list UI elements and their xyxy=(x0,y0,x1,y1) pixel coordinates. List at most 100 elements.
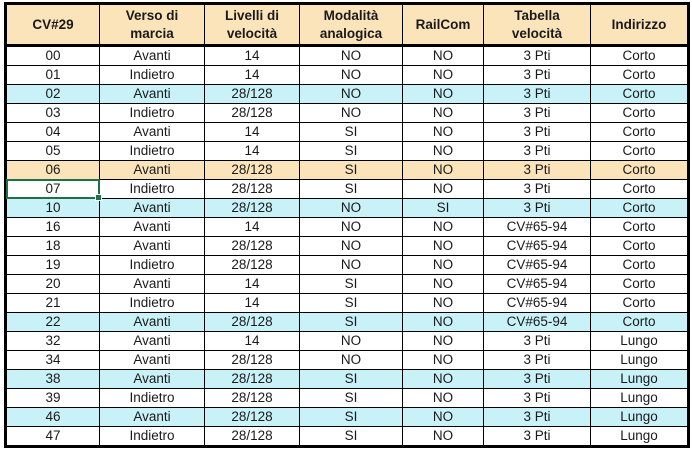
table-cell[interactable]: NO xyxy=(299,331,403,351)
table-cell[interactable]: 3 Pti xyxy=(483,426,591,447)
table-cell[interactable]: NO xyxy=(299,236,403,256)
table-cell[interactable]: CV#65-94 xyxy=(483,312,591,332)
table-cell[interactable]: Corto xyxy=(590,198,689,218)
table-cell[interactable]: 14 xyxy=(204,274,300,294)
table-cell[interactable]: NO xyxy=(299,103,403,123)
table-cell[interactable]: 3 Pti xyxy=(483,407,591,427)
table-cell[interactable]: 28/128 xyxy=(204,426,300,447)
table-cell[interactable]: Avanti xyxy=(99,217,205,237)
table-cell[interactable]: Corto xyxy=(590,274,689,294)
table-cell[interactable]: 28/128 xyxy=(204,103,300,123)
table-cell[interactable]: 46 xyxy=(5,407,100,427)
table-cell[interactable]: NO xyxy=(402,160,484,180)
table-cell[interactable]: 3 Pti xyxy=(483,103,591,123)
table-cell[interactable]: Indietro xyxy=(99,103,205,123)
table-cell[interactable]: SI xyxy=(299,141,403,161)
table-cell[interactable]: 28/128 xyxy=(204,160,300,180)
table-cell[interactable]: SI xyxy=(299,293,403,313)
table-cell[interactable]: 28/128 xyxy=(204,350,300,370)
table-cell[interactable]: 14 xyxy=(204,141,300,161)
table-cell[interactable]: SI xyxy=(299,122,403,142)
table-cell[interactable]: Indietro xyxy=(99,141,205,161)
table-cell[interactable]: Avanti xyxy=(99,331,205,351)
table-cell[interactable]: NO xyxy=(299,65,403,85)
table-cell[interactable]: Corto xyxy=(590,236,689,256)
table-cell[interactable]: 3 Pti xyxy=(483,84,591,104)
table-cell[interactable]: NO xyxy=(402,369,484,389)
table-cell[interactable]: Corto xyxy=(590,293,689,313)
table-cell[interactable]: NO xyxy=(299,45,403,66)
table-cell[interactable]: 01 xyxy=(5,65,100,85)
table-cell[interactable]: 3 Pti xyxy=(483,122,591,142)
table-cell[interactable]: Indietro xyxy=(99,293,205,313)
table-cell[interactable]: 28/128 xyxy=(204,388,300,408)
table-cell[interactable]: NO xyxy=(299,198,403,218)
table-cell[interactable]: 28/128 xyxy=(204,255,300,275)
table-cell[interactable]: Corto xyxy=(590,217,689,237)
table-cell[interactable]: SI xyxy=(299,312,403,332)
table-cell[interactable]: 14 xyxy=(204,65,300,85)
table-cell[interactable]: NO xyxy=(402,426,484,447)
table-cell[interactable]: NO xyxy=(402,122,484,142)
table-cell[interactable]: NO xyxy=(402,274,484,294)
table-cell[interactable]: 28/128 xyxy=(204,407,300,427)
table-cell[interactable]: 32 xyxy=(5,331,100,351)
table-cell[interactable]: 20 xyxy=(5,274,100,294)
table-cell[interactable]: Indietro xyxy=(99,255,205,275)
table-cell[interactable]: 28/128 xyxy=(204,369,300,389)
table-cell[interactable]: 02 xyxy=(5,84,100,104)
table-cell[interactable]: Corto xyxy=(590,312,689,332)
table-cell[interactable]: 14 xyxy=(204,45,300,66)
table-cell[interactable]: SI xyxy=(299,274,403,294)
header-cell[interactable]: Tabella velocità xyxy=(483,3,591,47)
table-cell[interactable]: Avanti xyxy=(99,369,205,389)
table-cell[interactable]: 14 xyxy=(204,293,300,313)
table-cell[interactable]: Lungo xyxy=(590,407,689,427)
table-cell[interactable]: 05 xyxy=(5,141,100,161)
header-cell[interactable]: Indirizzo xyxy=(590,3,689,47)
table-cell[interactable]: SI xyxy=(299,407,403,427)
header-cell[interactable]: RailCom xyxy=(402,3,484,47)
table-cell[interactable]: NO xyxy=(402,141,484,161)
table-cell[interactable]: Indietro xyxy=(99,65,205,85)
table-cell[interactable]: NO xyxy=(402,236,484,256)
table-cell[interactable]: NO xyxy=(402,217,484,237)
table-cell[interactable]: NO xyxy=(402,45,484,66)
table-cell[interactable]: SI xyxy=(299,369,403,389)
table-cell[interactable]: NO xyxy=(402,312,484,332)
table-cell[interactable]: 28/128 xyxy=(204,84,300,104)
table-cell[interactable]: Lungo xyxy=(590,331,689,351)
table-cell[interactable]: 14 xyxy=(204,331,300,351)
table-cell[interactable]: CV#65-94 xyxy=(483,255,591,275)
header-cell[interactable]: Modalità analogica xyxy=(299,3,403,47)
selected-cell[interactable]: 07 xyxy=(5,179,102,202)
table-cell[interactable]: 3 Pti xyxy=(483,369,591,389)
table-cell[interactable]: 3 Pti xyxy=(483,331,591,351)
table-cell[interactable]: NO xyxy=(402,407,484,427)
table-cell[interactable]: 38 xyxy=(5,369,100,389)
table-cell[interactable]: 04 xyxy=(5,122,100,142)
table-cell[interactable]: 06 xyxy=(5,160,100,180)
table-cell[interactable]: CV#65-94 xyxy=(483,274,591,294)
table-cell[interactable]: 28/128 xyxy=(204,312,300,332)
table-cell[interactable]: 3 Pti xyxy=(483,141,591,161)
table-cell[interactable]: Corto xyxy=(590,141,689,161)
table-cell[interactable]: Avanti xyxy=(99,160,205,180)
table-cell[interactable]: Lungo xyxy=(590,426,689,447)
table-cell[interactable]: SI xyxy=(299,426,403,447)
table-cell[interactable]: CV#65-94 xyxy=(483,217,591,237)
table-cell[interactable]: CV#65-94 xyxy=(483,236,591,256)
table-cell[interactable]: Corto xyxy=(590,122,689,142)
header-cell[interactable]: CV#29 xyxy=(5,3,100,47)
table-cell[interactable]: 3 Pti xyxy=(483,388,591,408)
table-cell[interactable]: CV#65-94 xyxy=(483,293,591,313)
table-cell[interactable]: NO xyxy=(402,255,484,275)
table-cell[interactable]: NO xyxy=(402,103,484,123)
table-cell[interactable]: Avanti xyxy=(99,236,205,256)
table-cell[interactable]: Lungo xyxy=(590,369,689,389)
table-cell[interactable]: NO xyxy=(299,255,403,275)
table-cell[interactable]: NO xyxy=(402,350,484,370)
table-cell[interactable]: SI xyxy=(299,179,403,199)
table-cell[interactable]: 3 Pti xyxy=(483,198,591,218)
table-cell[interactable]: NO xyxy=(402,293,484,313)
